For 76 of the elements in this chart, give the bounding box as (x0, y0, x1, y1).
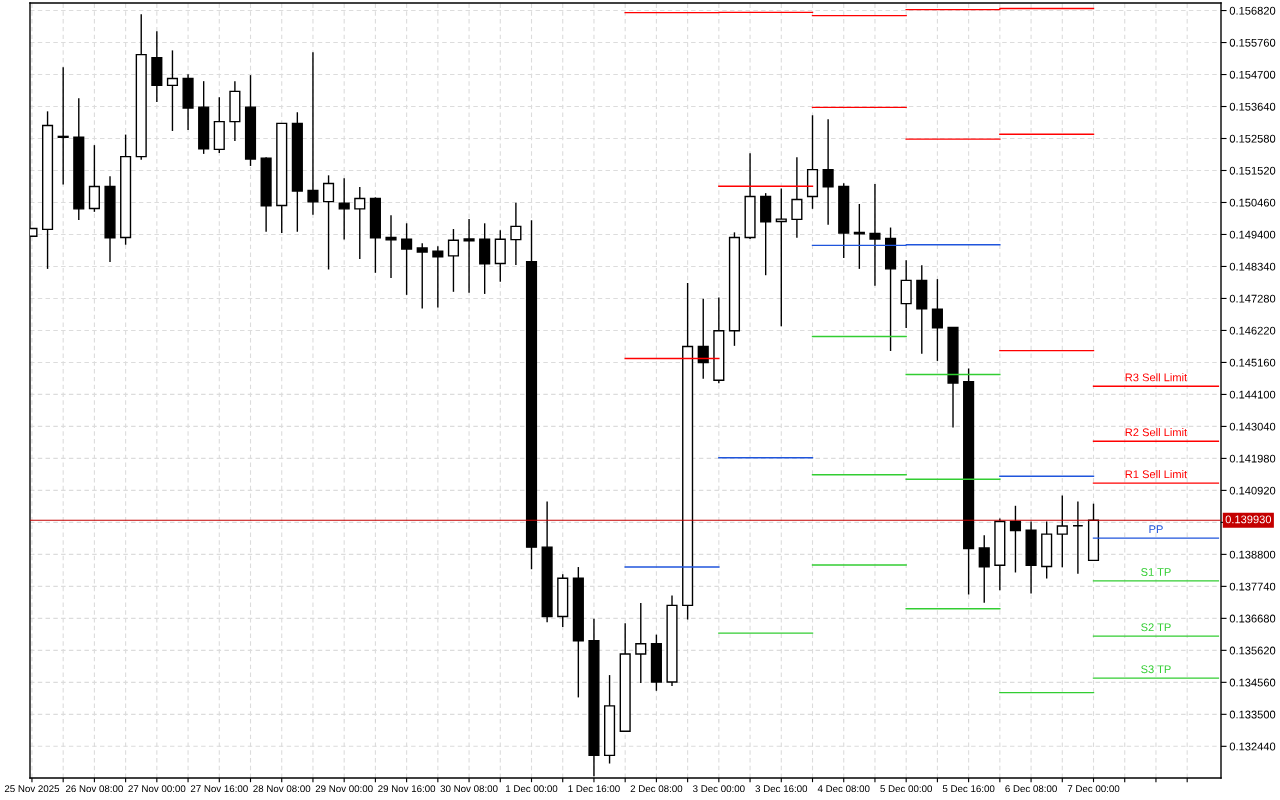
series-label: S3 TP (1141, 665, 1171, 674)
candlestick (1056, 494, 1068, 569)
x-tick-label: 29 Nov 00:00 (315, 785, 373, 793)
x-tick-label: 5 Dec 16:00 (942, 785, 995, 793)
candlestick (432, 245, 444, 309)
y-tick-label: 0.151520 (1229, 166, 1276, 175)
y-tick-label: 0.137740 (1229, 582, 1276, 591)
series-label: S2 TP (1141, 623, 1171, 632)
x-tick-label: 25 Nov 2025 (4, 785, 60, 793)
candlestick (354, 186, 366, 260)
y-tick-label: 0.135620 (1229, 646, 1276, 655)
x-tick-label: 30 Nov 08:00 (440, 785, 498, 793)
candlestick (166, 49, 179, 132)
candlestick (978, 534, 990, 604)
candlestick (463, 218, 475, 294)
y-tick-label: 0.149400 (1229, 230, 1276, 239)
candlestick (1072, 500, 1084, 575)
x-tick-label: 28 Nov 08:00 (253, 785, 311, 793)
series-label: PP (1149, 525, 1163, 533)
y-tick-label: 0.152580 (1229, 134, 1276, 143)
y-tick-label: 0.141980 (1229, 454, 1276, 463)
y-tick-label: 0.155760 (1229, 38, 1276, 47)
y-tick-label: 0.147280 (1229, 294, 1276, 303)
y-tick-label: 0.136680 (1229, 614, 1276, 623)
y-tick-label: 0.150460 (1229, 198, 1276, 207)
candlestick (88, 144, 100, 213)
y-tick-label: 0.134560 (1229, 678, 1276, 687)
y-tick-label: 0.144100 (1229, 390, 1276, 399)
candlestick (775, 187, 787, 327)
x-tick-label: 5 Dec 00:00 (880, 785, 933, 793)
y-tick-label: 0.143040 (1229, 422, 1276, 431)
x-tick-label: 3 Dec 00:00 (693, 785, 745, 793)
candlestick (385, 214, 397, 279)
y-tick-label: 0.154700 (1229, 70, 1276, 79)
y-tick-label: 0.132440 (1229, 742, 1276, 751)
candlestick (822, 118, 834, 226)
y-tick-label: 0.138800 (1229, 550, 1276, 559)
x-tick-label: 7 Dec 00:00 (1067, 785, 1120, 793)
candlestick (401, 222, 413, 296)
series-label: R1 Sell Limit (1125, 470, 1188, 479)
x-tick-label: 27 Nov 16:00 (190, 785, 248, 793)
candlestick (307, 51, 319, 216)
candlestick (791, 156, 803, 239)
series-label: R3 Sell Limit (1125, 373, 1188, 382)
series-label: S1 TP (1141, 568, 1171, 576)
candlestick (635, 602, 647, 684)
x-tick-label: 2 Dec 08:00 (630, 785, 683, 793)
candlestick (447, 228, 460, 293)
candlestick (697, 298, 709, 380)
series-label: R2 Sell Limit (1125, 428, 1188, 437)
x-tick-label: 29 Nov 16:00 (378, 785, 436, 793)
candlestick (1009, 505, 1022, 574)
y-tick-label: 0.145160 (1229, 358, 1276, 367)
candlestick (338, 177, 350, 241)
candlestick (322, 174, 335, 271)
y-tick-label: 0.140920 (1229, 486, 1276, 495)
y-tick-label: 0.133500 (1229, 710, 1276, 719)
candlestick (510, 202, 522, 266)
x-tick-label: 1 Dec 00:00 (506, 785, 558, 793)
y-tick-label: 0.153640 (1229, 102, 1276, 111)
x-tick-label: 26 Nov 08:00 (65, 785, 123, 793)
ref-line-label: 0.139930 (1225, 515, 1272, 524)
candlestick (869, 183, 881, 287)
candlestick (900, 259, 912, 329)
y-tick-label: 0.156820 (1229, 6, 1276, 15)
candlestick (853, 203, 865, 270)
candlestick (416, 242, 428, 310)
candlestick (57, 66, 69, 186)
y-tick-label: 0.146220 (1229, 326, 1276, 335)
x-tick-label: 3 Dec 16:00 (755, 785, 808, 793)
y-tick-label: 0.148340 (1229, 262, 1276, 271)
x-tick-label: 4 Dec 08:00 (817, 785, 870, 793)
x-tick-label: 27 Nov 00:00 (128, 785, 186, 793)
x-tick-label: 6 Dec 08:00 (1005, 785, 1057, 793)
x-tick-label: 1 Dec 16:00 (568, 785, 620, 793)
candlestick (931, 278, 943, 362)
